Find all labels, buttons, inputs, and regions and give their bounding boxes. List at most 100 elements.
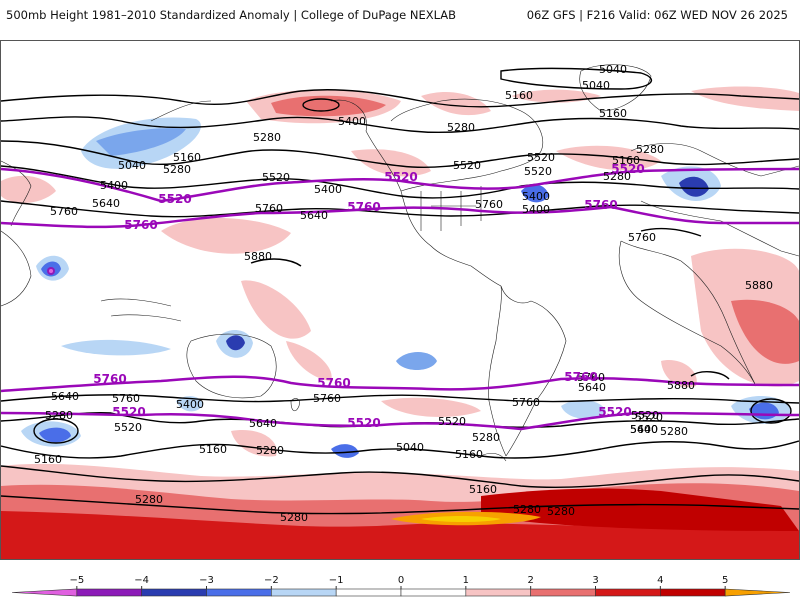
colorbar-swatch xyxy=(11,588,78,597)
contour-label-c5040a: 5040 xyxy=(599,63,627,76)
contour-label-p5520e: 5520 xyxy=(347,416,380,430)
contour-label-c5280l: 5280 xyxy=(660,425,688,438)
colorbar-swatch xyxy=(724,588,791,597)
contour-label-text: 5280 xyxy=(513,503,541,516)
contour-label-text: 5520 xyxy=(635,411,663,424)
contour-label-text: 5640 xyxy=(92,197,120,210)
contour-label-c5640f: 5640 xyxy=(630,423,658,436)
contour-label-text: 5280 xyxy=(45,409,73,422)
contour-label-text: 5760 xyxy=(313,392,341,405)
colorbar-swatch xyxy=(271,588,337,597)
contour-label-text: 5280 xyxy=(253,131,281,144)
contour-label-text: 5880 xyxy=(244,250,272,263)
purple-contours xyxy=(1,167,799,431)
contour-label-text: 5760 xyxy=(628,231,656,244)
contour-label-c5280g: 5280 xyxy=(256,444,284,457)
colorbar-tick-label: −2 xyxy=(264,575,279,586)
contour-label-text: 5520 xyxy=(527,151,555,164)
contour-label-c5760c: 5760 xyxy=(475,198,503,211)
colorbar-tick-label: 5 xyxy=(722,575,728,586)
contour-label-c5160c: 5160 xyxy=(173,151,201,164)
contour-label-c5280f: 5280 xyxy=(45,409,73,422)
contour-label-c5880a: 5880 xyxy=(244,250,272,263)
contour-label-c5520e: 5520 xyxy=(114,421,142,434)
contour-label-text: 5760 xyxy=(255,202,283,215)
contour-label-text: 5760 xyxy=(584,198,617,212)
contour-label-c5400f: 5400 xyxy=(176,398,204,411)
anomaly-map: 5040 5040 5160 5160 5400 5280 5280 5280 5160 5040… xyxy=(0,40,800,560)
contour-label-c5520d: 5520 xyxy=(527,151,555,164)
contour-label-c5280b: 5280 xyxy=(253,131,281,144)
contour-label-c5640a: 5640 xyxy=(92,197,120,210)
contour-label-c5520c: 5520 xyxy=(524,165,552,178)
colorbar-swatch xyxy=(595,588,661,597)
model-run-info: 06Z GFS | F216 Valid: 06Z WED NOV 26 202… xyxy=(526,8,788,22)
contour-label-text: 5760 xyxy=(512,396,540,409)
contour-label-text: 5520 xyxy=(438,415,466,428)
contour-label-c5520f: 5520 xyxy=(438,415,466,428)
contour-label-text: 5760 xyxy=(317,376,350,390)
contour-label-text: 5160 xyxy=(199,443,227,456)
contour-label-p5520d: 5520 xyxy=(112,405,145,419)
colorbar-tick-label: 0 xyxy=(398,575,404,586)
colorbar-swatch xyxy=(141,588,207,597)
contour-label-text: 5160 xyxy=(505,89,533,102)
contour-label-c5880b: 5880 xyxy=(745,279,773,292)
contour-label-c5280a: 5280 xyxy=(447,121,475,134)
contour-label-text: 5520 xyxy=(347,416,380,430)
contour-label-text: 5760 xyxy=(564,370,597,384)
contour-label-text: 5280 xyxy=(280,511,308,524)
contour-label-text: 5520 xyxy=(262,171,290,184)
contour-label-text: 5760 xyxy=(124,218,157,232)
contour-label-c5280d: 5280 xyxy=(163,163,191,176)
contour-label-c5400d: 5400 xyxy=(522,190,550,203)
contour-label-c5640c: 5640 xyxy=(578,381,606,394)
colorbar-swatch xyxy=(465,588,531,597)
contour-label-text: 5640 xyxy=(630,423,658,436)
colorbar-tick-labels: −5 −4 −3 −2 −1 0 1 2 3 4 5 xyxy=(69,575,728,589)
contour-label-c5040c: 5040 xyxy=(118,159,146,172)
colorbar-swatch xyxy=(530,588,596,597)
contour-label-c5040d: 5040 xyxy=(396,441,424,454)
contour-label-text: 5160 xyxy=(612,154,640,167)
contour-label-text: 5880 xyxy=(667,379,695,392)
colorbar-swatch xyxy=(76,588,142,597)
contour-label-c5760f: 5760 xyxy=(313,392,341,405)
contour-label-c5640e: 5640 xyxy=(249,417,277,430)
contour-label-text: 5280 xyxy=(660,425,688,438)
contour-label-p5760c: 5760 xyxy=(584,198,617,212)
contour-label-text: 5280 xyxy=(547,505,575,518)
contour-label-c5640d: 5640 xyxy=(51,390,79,403)
contour-label-text: 5760 xyxy=(112,392,140,405)
contour-label-text: 5040 xyxy=(118,159,146,172)
contour-label-text: 5160 xyxy=(599,107,627,120)
colorbar: −5 −4 −3 −2 −1 0 1 2 3 4 5 xyxy=(0,560,800,600)
contour-label-c5760h: 5760 xyxy=(577,371,605,384)
contour-label-p5520b: 5520 xyxy=(384,170,417,184)
colorbar-tick-label: 4 xyxy=(657,575,663,586)
contour-label-text: 5520 xyxy=(384,170,417,184)
contour-label-text: 5760 xyxy=(93,372,126,386)
contour-label-c5400g: 5400 xyxy=(630,423,658,436)
contour-label-text: 5520 xyxy=(114,421,142,434)
contour-label-c5160h: 5160 xyxy=(469,483,497,496)
contour-label-c5760e: 5760 xyxy=(112,392,140,405)
colorbar-swatch xyxy=(400,588,467,597)
contour-label-c5160a: 5160 xyxy=(505,89,533,102)
contour-label-c5760g: 5760 xyxy=(512,396,540,409)
contour-label-c5520h: 5520 xyxy=(635,411,663,424)
contour-label-text: 5520 xyxy=(631,409,659,422)
contour-label-p5760e: 5760 xyxy=(317,376,350,390)
map-title: 500mb Height 1981–2010 Standardized Anom… xyxy=(6,8,457,22)
contour-label-c5160b: 5160 xyxy=(599,107,627,120)
contour-label-c5280h: 5280 xyxy=(472,431,500,444)
colorbar-tick-label: 2 xyxy=(527,575,533,586)
contour-label-text: 5280 xyxy=(163,163,191,176)
contour-label-text: 5880 xyxy=(745,279,773,292)
contour-label-text: 5160 xyxy=(455,448,483,461)
contour-label-text: 5520 xyxy=(453,159,481,172)
contour-label-p5760b: 5760 xyxy=(347,200,380,214)
contour-label-text: 5160 xyxy=(469,483,497,496)
contour-label-c5280j: 5280 xyxy=(513,503,541,516)
